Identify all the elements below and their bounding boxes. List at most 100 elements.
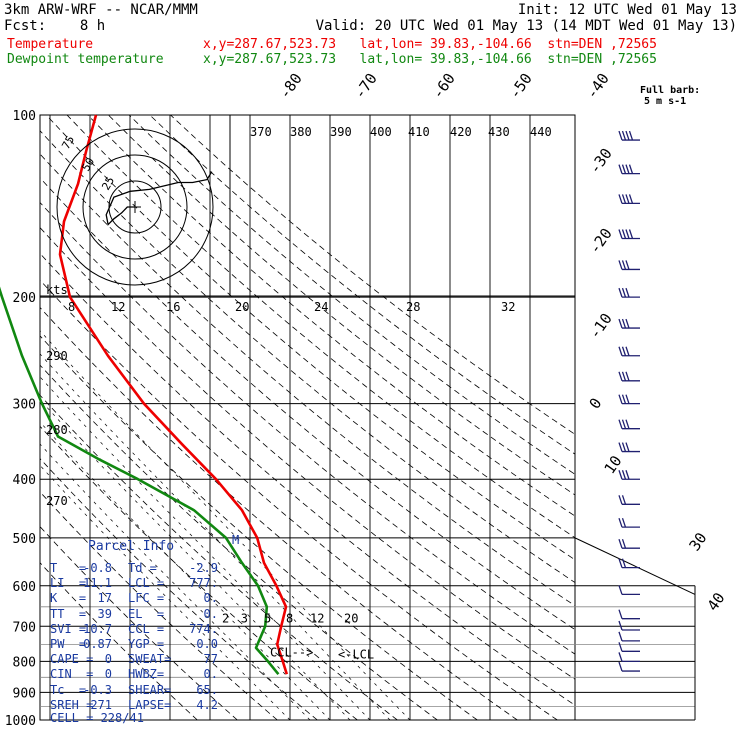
- barb-flag: [625, 371, 630, 382]
- hodo-ring-label: 75: [59, 134, 77, 152]
- theta-label: 370: [250, 125, 272, 139]
- parcel-key: YGP =: [128, 637, 165, 651]
- parcel-key: CIN =: [50, 667, 94, 682]
- parcel-key: LFC =: [128, 591, 165, 606]
- dry-adiabat: [40, 153, 575, 607]
- moist-adiabat: [40, 353, 391, 721]
- barb-flag: [618, 661, 623, 672]
- parcel-info-panel: Parcel Info M T = -0.8 Td = -2.9 LI = 11.1 LCL…: [48, 533, 240, 728]
- barb-flag: [621, 538, 627, 549]
- parcel-key: LAPSE=: [128, 697, 172, 712]
- hodo-speed-label: 28: [406, 300, 420, 314]
- wind-barb: [618, 642, 640, 652]
- barb-flag: [625, 164, 630, 174]
- dry-adiabat: [40, 526, 238, 721]
- wind-barb: [618, 661, 640, 672]
- barb-flag: [618, 652, 623, 662]
- parcel-key: CAPE =: [50, 652, 94, 667]
- parcel-value: -2.9: [189, 561, 218, 575]
- hodo-ring-label: 25: [99, 175, 117, 193]
- hodo-speed-label: 32: [501, 300, 515, 314]
- barb-flag: [621, 558, 627, 568]
- pressure-tick-label: 800: [13, 655, 36, 670]
- parcel-row: K = 17 LFC = 0.: [50, 591, 240, 606]
- barb-flag: [618, 609, 623, 619]
- isotherm-label: 10: [601, 452, 626, 477]
- parcel-key: SVI =: [50, 621, 87, 636]
- dry-adiabat: [40, 425, 358, 721]
- dry-adiabat: [149, 115, 575, 455]
- barb-flag: [625, 442, 630, 452]
- parcel-row: CAPE = 0 SWEAT= 77: [50, 652, 240, 667]
- parcel-value: 39: [97, 606, 112, 621]
- dry-adiabat: [128, 115, 575, 475]
- barb-flag: [618, 442, 623, 452]
- init-time: Init: 12 UTC Wed 01 May 13: [517, 2, 737, 18]
- barb-flag: [618, 620, 623, 631]
- barb-flag: [618, 495, 623, 505]
- parcel-value: 65.: [196, 682, 218, 697]
- barb-flag: [621, 318, 627, 329]
- barb-flag: [625, 470, 630, 480]
- temperature-trace: [58, 114, 289, 675]
- parcel-key: Td =: [128, 561, 157, 575]
- dry-adiabat: [40, 562, 198, 721]
- parcel-value: 10.7: [83, 621, 112, 636]
- dewpoint-trace: [0, 286, 280, 676]
- isotherm-label: -60: [429, 70, 459, 103]
- wind-barb: [618, 371, 640, 382]
- parcel-row: LI = 11.1 LCL = 777.: [50, 576, 240, 591]
- barb-flag: [618, 585, 623, 595]
- parcel-key: EL =: [128, 606, 165, 621]
- wind-barb: [618, 318, 640, 329]
- barb-flag: [625, 394, 630, 404]
- barb-flag: [621, 287, 627, 298]
- wind-barb: [618, 442, 640, 453]
- theta-label: 290: [46, 349, 68, 363]
- dry-adiabat: [66, 115, 575, 539]
- isotherm-label: 30: [686, 529, 711, 554]
- barb-flag: [618, 194, 623, 204]
- parcel-info-title: Parcel Info: [88, 539, 175, 554]
- wind-barb: [618, 164, 640, 175]
- barb-flag: [618, 371, 623, 382]
- header: 3km ARW-WRF -- NCAR/MMM Init: 12 UTC Wed…: [0, 0, 740, 70]
- theta-label: 440: [530, 125, 552, 139]
- barb-flag: [621, 419, 627, 429]
- hodo-units-label: kts: [46, 283, 68, 297]
- wind-barb: [618, 620, 640, 631]
- parcel-key: HWBZ=: [128, 667, 165, 682]
- wind-barb: [618, 130, 640, 141]
- wind-barb: [618, 346, 640, 357]
- wind-barb: [618, 394, 640, 405]
- barb-flag: [621, 442, 627, 452]
- parcel-key: LI =: [50, 576, 87, 591]
- parcel-key: SHEAR=: [128, 682, 172, 697]
- parcel-key: T =: [50, 561, 87, 575]
- barb-flag: [621, 164, 627, 174]
- barb-flag: [621, 194, 627, 204]
- dry-adiabat: [40, 252, 575, 706]
- temperature-legend: Temperature: [7, 37, 94, 52]
- parcel-value: 4.2: [196, 697, 218, 712]
- parcel-value: 0: [104, 652, 112, 667]
- dry-adiabat: [40, 227, 575, 680]
- moist-adiabat: [40, 399, 351, 721]
- hodo-ring: [56, 128, 214, 286]
- pressure-tick-label: 600: [13, 580, 36, 595]
- barb-flag: [621, 229, 627, 239]
- parcel-key: Tc =: [50, 682, 87, 697]
- pressure-tick-label: 300: [13, 398, 36, 413]
- dry-adiabat: [40, 306, 518, 721]
- barb-flag: [618, 164, 623, 174]
- hodo-trace: [105, 171, 213, 226]
- barb-flag: [621, 371, 627, 382]
- pressure-tick-label: 500: [13, 532, 36, 547]
- barb-flag: [621, 130, 627, 141]
- moist-adiabat: [40, 376, 371, 721]
- barb-flag: [621, 470, 627, 480]
- ccl-label: CCL-->: [270, 645, 313, 659]
- barb-flag: [628, 164, 634, 174]
- wind-barb: [618, 194, 640, 205]
